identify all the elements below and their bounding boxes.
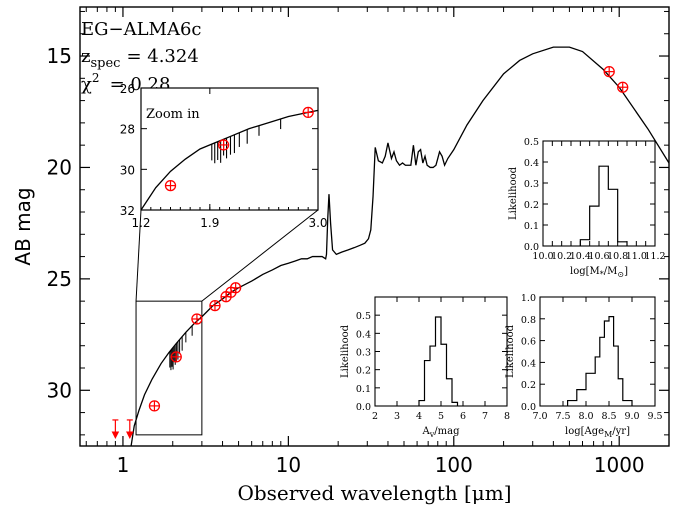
upper-limit-arrow (125, 419, 134, 440)
hist-y-axis-label: Likelihood (505, 324, 516, 378)
zoom-photometry-point (217, 139, 230, 151)
y-axis-label: AB mag (11, 187, 35, 265)
zoom-x-tick-label: 3.0 (308, 216, 327, 230)
histogram-steps (567, 316, 633, 406)
hist-x-tick-label: 10.0 (532, 251, 553, 262)
hist-x-tick-label: 2 (372, 411, 378, 422)
hist-y-tick-label: 0.2 (521, 380, 536, 391)
photometry-point (229, 282, 242, 294)
hist-x-axis-label: log[M*/M⊙] (570, 266, 628, 279)
main-plot-frame (79, 6, 670, 447)
photometry-point (191, 313, 203, 325)
redshift-label: zspec = 4.324 (81, 46, 199, 71)
hist-x-tick-label: 8.5 (601, 411, 616, 422)
zoom-inset: Zoom in 26 28 30 321.2 1.9 3.0 (120, 82, 328, 302)
hist-y-tick-label: 0.0 (356, 402, 371, 413)
hist-y-tick-label: 0.2 (356, 366, 371, 377)
hist-x-tick-label: 11.0 (626, 251, 647, 262)
x-tick-label: 10 (276, 453, 301, 477)
zoom-y-tick-label: 32 (120, 204, 135, 218)
hist-y-tick-label: 0.5 (524, 137, 539, 148)
zoom-connector-left (135, 209, 142, 302)
hist-x-tick-label: 10.6 (588, 251, 609, 262)
hist-x-tick-label: 10.8 (607, 251, 628, 262)
hist-x-axis-label: Av/mag (422, 426, 461, 439)
hist-y-tick-label: 0.2 (524, 200, 539, 211)
hist-x-tick-label: 3 (394, 411, 400, 422)
hist-y-tick-label: 0.4 (356, 329, 371, 340)
age-histogram: 7.0 7.5 8.0 8.5 9.0 9.5 0.0 0.2 0.4 0.6 0.8 1.0 Like… (505, 293, 663, 439)
fit-annotation: EG−ALMA6c zspec = 4.324 χ2 = 0.28 (81, 19, 202, 95)
y-tick-label: 25 (47, 267, 72, 291)
hist-y-tick-label: 0.0 (521, 402, 536, 413)
hist-y-tick-label: 0.4 (524, 158, 539, 169)
zoom-x-tick-label: 1.9 (200, 216, 219, 230)
y-tick-label: 20 (47, 155, 72, 179)
x-tick-label: 100 (435, 453, 473, 477)
hist-y-tick-label: 1.0 (521, 293, 536, 304)
photometry-point (617, 81, 629, 93)
hist-x-tick-label: 9.0 (624, 411, 639, 422)
hist-y-tick-label: 0.1 (356, 384, 371, 395)
histogram-frame (374, 296, 508, 407)
upper-limit-arrow (111, 419, 120, 440)
zoom-region-box (135, 300, 203, 436)
hist-x-tick-label: 6 (460, 411, 466, 422)
hist-y-tick-label: 0.3 (524, 179, 539, 190)
x-tick-label: 1000 (594, 453, 645, 477)
hist-x-tick-label: 7.5 (555, 411, 570, 422)
hist-y-tick-label: 0.4 (521, 358, 536, 369)
hist-x-tick-label: 9.5 (647, 411, 662, 422)
hist-x-tick-label: 5 (438, 411, 444, 422)
zoom-y-tick-label: 28 (120, 123, 135, 137)
mass-histogram: 10.010.210.410.610.811.011.2 0.0 0.1 0.2 0.3… (508, 137, 666, 279)
zoom-x-tick-label: 1.2 (131, 216, 150, 230)
hist-y-tick-label: 0.3 (356, 348, 371, 359)
source-name-label: EG−ALMA6c (81, 19, 202, 40)
hist-y-axis-label: Likelihood (508, 166, 519, 220)
zoom-title: Zoom in (146, 107, 200, 122)
hist-y-tick-label: 0.0 (524, 242, 539, 253)
av-histogram: 2 3 4 5 6 7 8 0.0 0.1 0.2 0.3 0.4 0.5 Likelihood Av/ma… (340, 296, 510, 439)
hist-x-tick-label: 7.0 (532, 411, 547, 422)
hist-x-tick-label: 4 (416, 411, 422, 422)
histogram-steps (418, 316, 459, 406)
hist-y-tick-label: 0.8 (521, 315, 536, 326)
zoom-y-tick-label: 26 (120, 82, 135, 96)
histogram-frame (539, 296, 656, 407)
zoom-connector-right (201, 209, 319, 302)
photometry-point (603, 65, 615, 78)
photometry-point (148, 400, 161, 412)
hist-x-tick-label: 10.2 (551, 251, 572, 262)
hist-x-tick-label: 11.2 (644, 251, 665, 262)
photometry-point (209, 299, 221, 312)
hist-x-tick-label: 10.4 (570, 251, 591, 262)
zoom-y-tick-label: 30 (120, 163, 135, 177)
zoom-photometry-point (302, 106, 314, 119)
hist-x-tick-label: 7 (482, 411, 488, 422)
x-axis-label: Observed wavelength [μm] (237, 481, 511, 505)
hist-y-axis-label: Likelihood (340, 324, 351, 378)
histogram-steps (579, 165, 628, 246)
y-tick-label: 30 (47, 378, 72, 402)
zoom-photometry-point (164, 179, 177, 192)
hist-x-tick-label: 8 (504, 411, 510, 422)
hist-y-tick-label: 0.6 (521, 337, 536, 348)
hist-y-tick-label: 0.5 (356, 311, 371, 322)
hist-y-tick-label: 0.1 (524, 221, 539, 232)
hist-x-axis-label: log[AgeM/yr] (565, 426, 630, 439)
photometry-point (170, 351, 182, 363)
x-tick-label: 1 (117, 453, 130, 477)
hist-x-tick-label: 8.0 (578, 411, 593, 422)
y-tick-label: 15 (47, 44, 72, 68)
